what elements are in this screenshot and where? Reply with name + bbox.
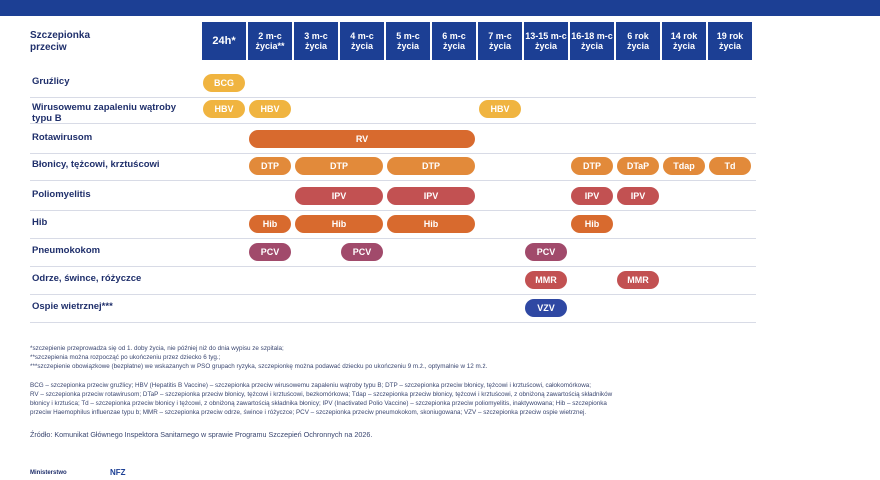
vaccine-pill: PCV bbox=[341, 243, 383, 261]
row-divider bbox=[30, 123, 756, 124]
vaccine-pill: BCG bbox=[203, 74, 245, 92]
vaccine-pill: DTaP bbox=[617, 157, 659, 175]
footnote-line: **szczepienia można rozpocząć po ukończe… bbox=[30, 354, 221, 361]
footnote-line: *szczepienie przeprowadza się od 1. doby… bbox=[30, 345, 284, 352]
vaccine-pill: Hib bbox=[571, 215, 613, 233]
row-label: Hib bbox=[32, 217, 48, 228]
column-header: 5 m-c życia bbox=[386, 22, 430, 60]
ministry-label: Ministerstwo bbox=[30, 470, 67, 476]
vaccine-pill: MMR bbox=[617, 271, 659, 289]
vaccine-pill: Hib bbox=[387, 215, 475, 233]
vaccine-pill: HBV bbox=[203, 100, 245, 118]
vaccine-pill: PCV bbox=[525, 243, 567, 261]
vaccine-pill: IPV bbox=[295, 187, 383, 205]
column-header: 19 rok życia bbox=[708, 22, 752, 60]
vaccine-pill: DTP bbox=[387, 157, 475, 175]
row-label: Wirusowemu zapaleniu wątroby typu B bbox=[32, 102, 177, 124]
row-label: Błonicy, tężcowi, krztuścowi bbox=[32, 159, 160, 170]
column-header: 3 m-c życia bbox=[294, 22, 338, 60]
nfz-logo: NFZ bbox=[110, 468, 126, 477]
legend-line: błonicy i krztuśca; Td – szczepionka prz… bbox=[30, 400, 607, 407]
column-header: 14 rok życia bbox=[662, 22, 706, 60]
row-divider bbox=[30, 180, 756, 181]
column-header: 6 rok życia bbox=[616, 22, 660, 60]
vaccine-pill: DTP bbox=[571, 157, 613, 175]
vaccine-pill: DTP bbox=[249, 157, 291, 175]
column-header: 16-18 m-c życia bbox=[570, 22, 614, 60]
source-note: Źródło: Komunikat Głównego Inspektora Sa… bbox=[30, 430, 373, 439]
legend-line: BCG – szczepionka przeciw gruźlicy; HBV … bbox=[30, 382, 591, 389]
row-label: Ospie wietrznej*** bbox=[32, 301, 113, 312]
column-header: 24h* bbox=[202, 22, 246, 60]
row-label: Poliomyelitis bbox=[32, 189, 91, 200]
vaccine-pill: DTP bbox=[295, 157, 383, 175]
row-divider bbox=[30, 266, 756, 267]
top-bar bbox=[0, 0, 880, 16]
vaccine-pill: PCV bbox=[249, 243, 291, 261]
row-divider bbox=[30, 97, 756, 98]
vaccine-pill: RV bbox=[249, 130, 475, 148]
row-label: Gruźlicy bbox=[32, 76, 70, 87]
vaccine-pill: IPV bbox=[571, 187, 613, 205]
row-divider bbox=[30, 153, 756, 154]
legend-line: przeciw Haemophilus influenzae typu b; M… bbox=[30, 409, 587, 416]
row-divider bbox=[30, 210, 756, 211]
vaccine-pill: Tdap bbox=[663, 157, 705, 175]
column-header: 6 m-c życia bbox=[432, 22, 476, 60]
column-header: 2 m-c życia** bbox=[248, 22, 292, 60]
legend-line: RV – szczepionka przeciw rotawirusom; DT… bbox=[30, 391, 613, 398]
row-divider bbox=[30, 322, 756, 323]
vaccine-pill: IPV bbox=[387, 187, 475, 205]
column-header: 7 m-c życia bbox=[478, 22, 522, 60]
vaccine-pill: HBV bbox=[249, 100, 291, 118]
footnotes: *szczepienie przeprowadza się od 1. doby… bbox=[30, 344, 487, 371]
footnote-line: ***szczepienie obowiązkowe (bezpłatne) w… bbox=[30, 363, 488, 370]
vaccine-pill: IPV bbox=[617, 187, 659, 205]
vaccine-pill: Hib bbox=[249, 215, 291, 233]
column-header: 13-15 m-c życia bbox=[524, 22, 568, 60]
legend: BCG – szczepionka przeciw gruźlicy; HBV … bbox=[30, 381, 612, 417]
column-header: 4 m-c życia bbox=[340, 22, 384, 60]
row-label: Odrze, śwince, różyczce bbox=[32, 273, 142, 284]
row-label: Rotawirusom bbox=[32, 132, 93, 143]
row-divider bbox=[30, 238, 756, 239]
vaccine-pill: HBV bbox=[479, 100, 521, 118]
vaccine-pill: Hib bbox=[295, 215, 383, 233]
row-divider bbox=[30, 294, 756, 295]
vaccine-pill: Td bbox=[709, 157, 751, 175]
row-label: Pneumokokom bbox=[32, 245, 101, 256]
corner-label: Szczepionka przeciw bbox=[30, 30, 91, 53]
vaccine-pill: VZV bbox=[525, 299, 567, 317]
vaccine-pill: MMR bbox=[525, 271, 567, 289]
